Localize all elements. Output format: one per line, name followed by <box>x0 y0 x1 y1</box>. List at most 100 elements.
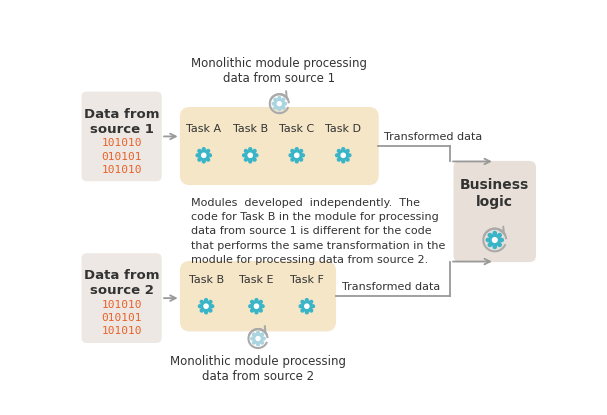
Circle shape <box>261 341 263 344</box>
Circle shape <box>200 300 203 303</box>
FancyBboxPatch shape <box>82 254 161 342</box>
Circle shape <box>251 301 262 311</box>
Circle shape <box>346 158 349 161</box>
Circle shape <box>198 158 201 161</box>
Circle shape <box>196 154 199 157</box>
Circle shape <box>254 304 259 308</box>
Text: Transformed data: Transformed data <box>384 132 483 142</box>
Text: Data from
source 2: Data from source 2 <box>84 269 160 297</box>
Text: Monolithic module processing
data from source 1: Monolithic module processing data from s… <box>191 58 367 85</box>
Circle shape <box>243 154 245 157</box>
Circle shape <box>493 245 497 249</box>
Circle shape <box>301 300 304 303</box>
Text: 101010
010101
101010: 101010 010101 101010 <box>101 300 142 337</box>
Circle shape <box>296 160 298 163</box>
Circle shape <box>282 98 285 101</box>
Circle shape <box>259 300 262 303</box>
Circle shape <box>205 311 208 314</box>
Text: Task E: Task E <box>239 276 274 286</box>
Circle shape <box>245 150 256 161</box>
Text: Monolithic module processing
data from source 2: Monolithic module processing data from s… <box>170 356 346 383</box>
Circle shape <box>249 160 252 163</box>
Circle shape <box>255 299 258 301</box>
Text: Modules  developed  independently.  The
code for Task B in the module for proces: Modules developed independently. The cod… <box>191 198 445 265</box>
Circle shape <box>207 149 209 152</box>
Circle shape <box>202 148 205 151</box>
Circle shape <box>342 148 345 151</box>
Circle shape <box>245 158 247 161</box>
Circle shape <box>291 158 294 161</box>
Circle shape <box>202 160 205 163</box>
Circle shape <box>346 149 349 152</box>
Circle shape <box>207 158 209 161</box>
Circle shape <box>251 337 254 340</box>
Circle shape <box>300 149 302 152</box>
Circle shape <box>278 97 280 99</box>
Circle shape <box>498 234 501 237</box>
Circle shape <box>255 154 258 157</box>
Circle shape <box>500 238 503 242</box>
Circle shape <box>202 153 206 157</box>
Circle shape <box>488 243 492 247</box>
Text: Data from
source 1: Data from source 1 <box>84 107 160 136</box>
Circle shape <box>341 153 345 157</box>
Circle shape <box>256 337 260 341</box>
Circle shape <box>291 149 294 152</box>
Circle shape <box>277 102 281 106</box>
Circle shape <box>498 243 501 247</box>
Circle shape <box>274 98 277 101</box>
Circle shape <box>249 305 252 308</box>
Circle shape <box>253 334 263 343</box>
Circle shape <box>205 299 208 301</box>
Circle shape <box>262 337 265 340</box>
Circle shape <box>198 149 201 152</box>
Circle shape <box>305 299 308 301</box>
Circle shape <box>301 309 304 312</box>
Text: 101010
010101
101010: 101010 010101 101010 <box>101 138 142 175</box>
Circle shape <box>278 108 280 111</box>
Circle shape <box>284 103 287 105</box>
Circle shape <box>253 158 256 161</box>
Circle shape <box>305 304 309 308</box>
Circle shape <box>272 103 275 105</box>
Circle shape <box>493 232 497 234</box>
Circle shape <box>336 154 339 157</box>
FancyBboxPatch shape <box>82 92 161 181</box>
Text: Business
logic: Business logic <box>460 178 529 209</box>
Text: Task F: Task F <box>290 276 324 286</box>
Circle shape <box>261 333 263 336</box>
Text: Task B: Task B <box>189 276 223 286</box>
Circle shape <box>201 301 211 311</box>
Circle shape <box>211 305 214 308</box>
Circle shape <box>311 305 314 308</box>
Text: Task D: Task D <box>325 124 361 134</box>
Circle shape <box>289 154 292 157</box>
Text: Transformed data: Transformed data <box>342 282 440 292</box>
Circle shape <box>198 150 209 161</box>
Circle shape <box>257 332 259 334</box>
Circle shape <box>198 305 202 308</box>
Circle shape <box>488 234 492 237</box>
Circle shape <box>253 333 255 336</box>
Circle shape <box>310 309 313 312</box>
Circle shape <box>249 148 252 151</box>
Text: Task A: Task A <box>186 124 222 134</box>
Circle shape <box>259 309 262 312</box>
Circle shape <box>200 309 203 312</box>
Circle shape <box>291 150 302 161</box>
Circle shape <box>486 238 489 242</box>
Circle shape <box>245 149 247 152</box>
Circle shape <box>337 158 341 161</box>
Circle shape <box>209 309 212 312</box>
Circle shape <box>255 311 258 314</box>
Circle shape <box>294 153 299 157</box>
Circle shape <box>302 154 304 157</box>
Circle shape <box>300 158 302 161</box>
Circle shape <box>253 149 256 152</box>
Circle shape <box>274 99 284 109</box>
Circle shape <box>253 341 255 344</box>
Circle shape <box>302 301 312 311</box>
Circle shape <box>296 148 298 151</box>
Circle shape <box>492 238 497 242</box>
Circle shape <box>204 304 208 308</box>
